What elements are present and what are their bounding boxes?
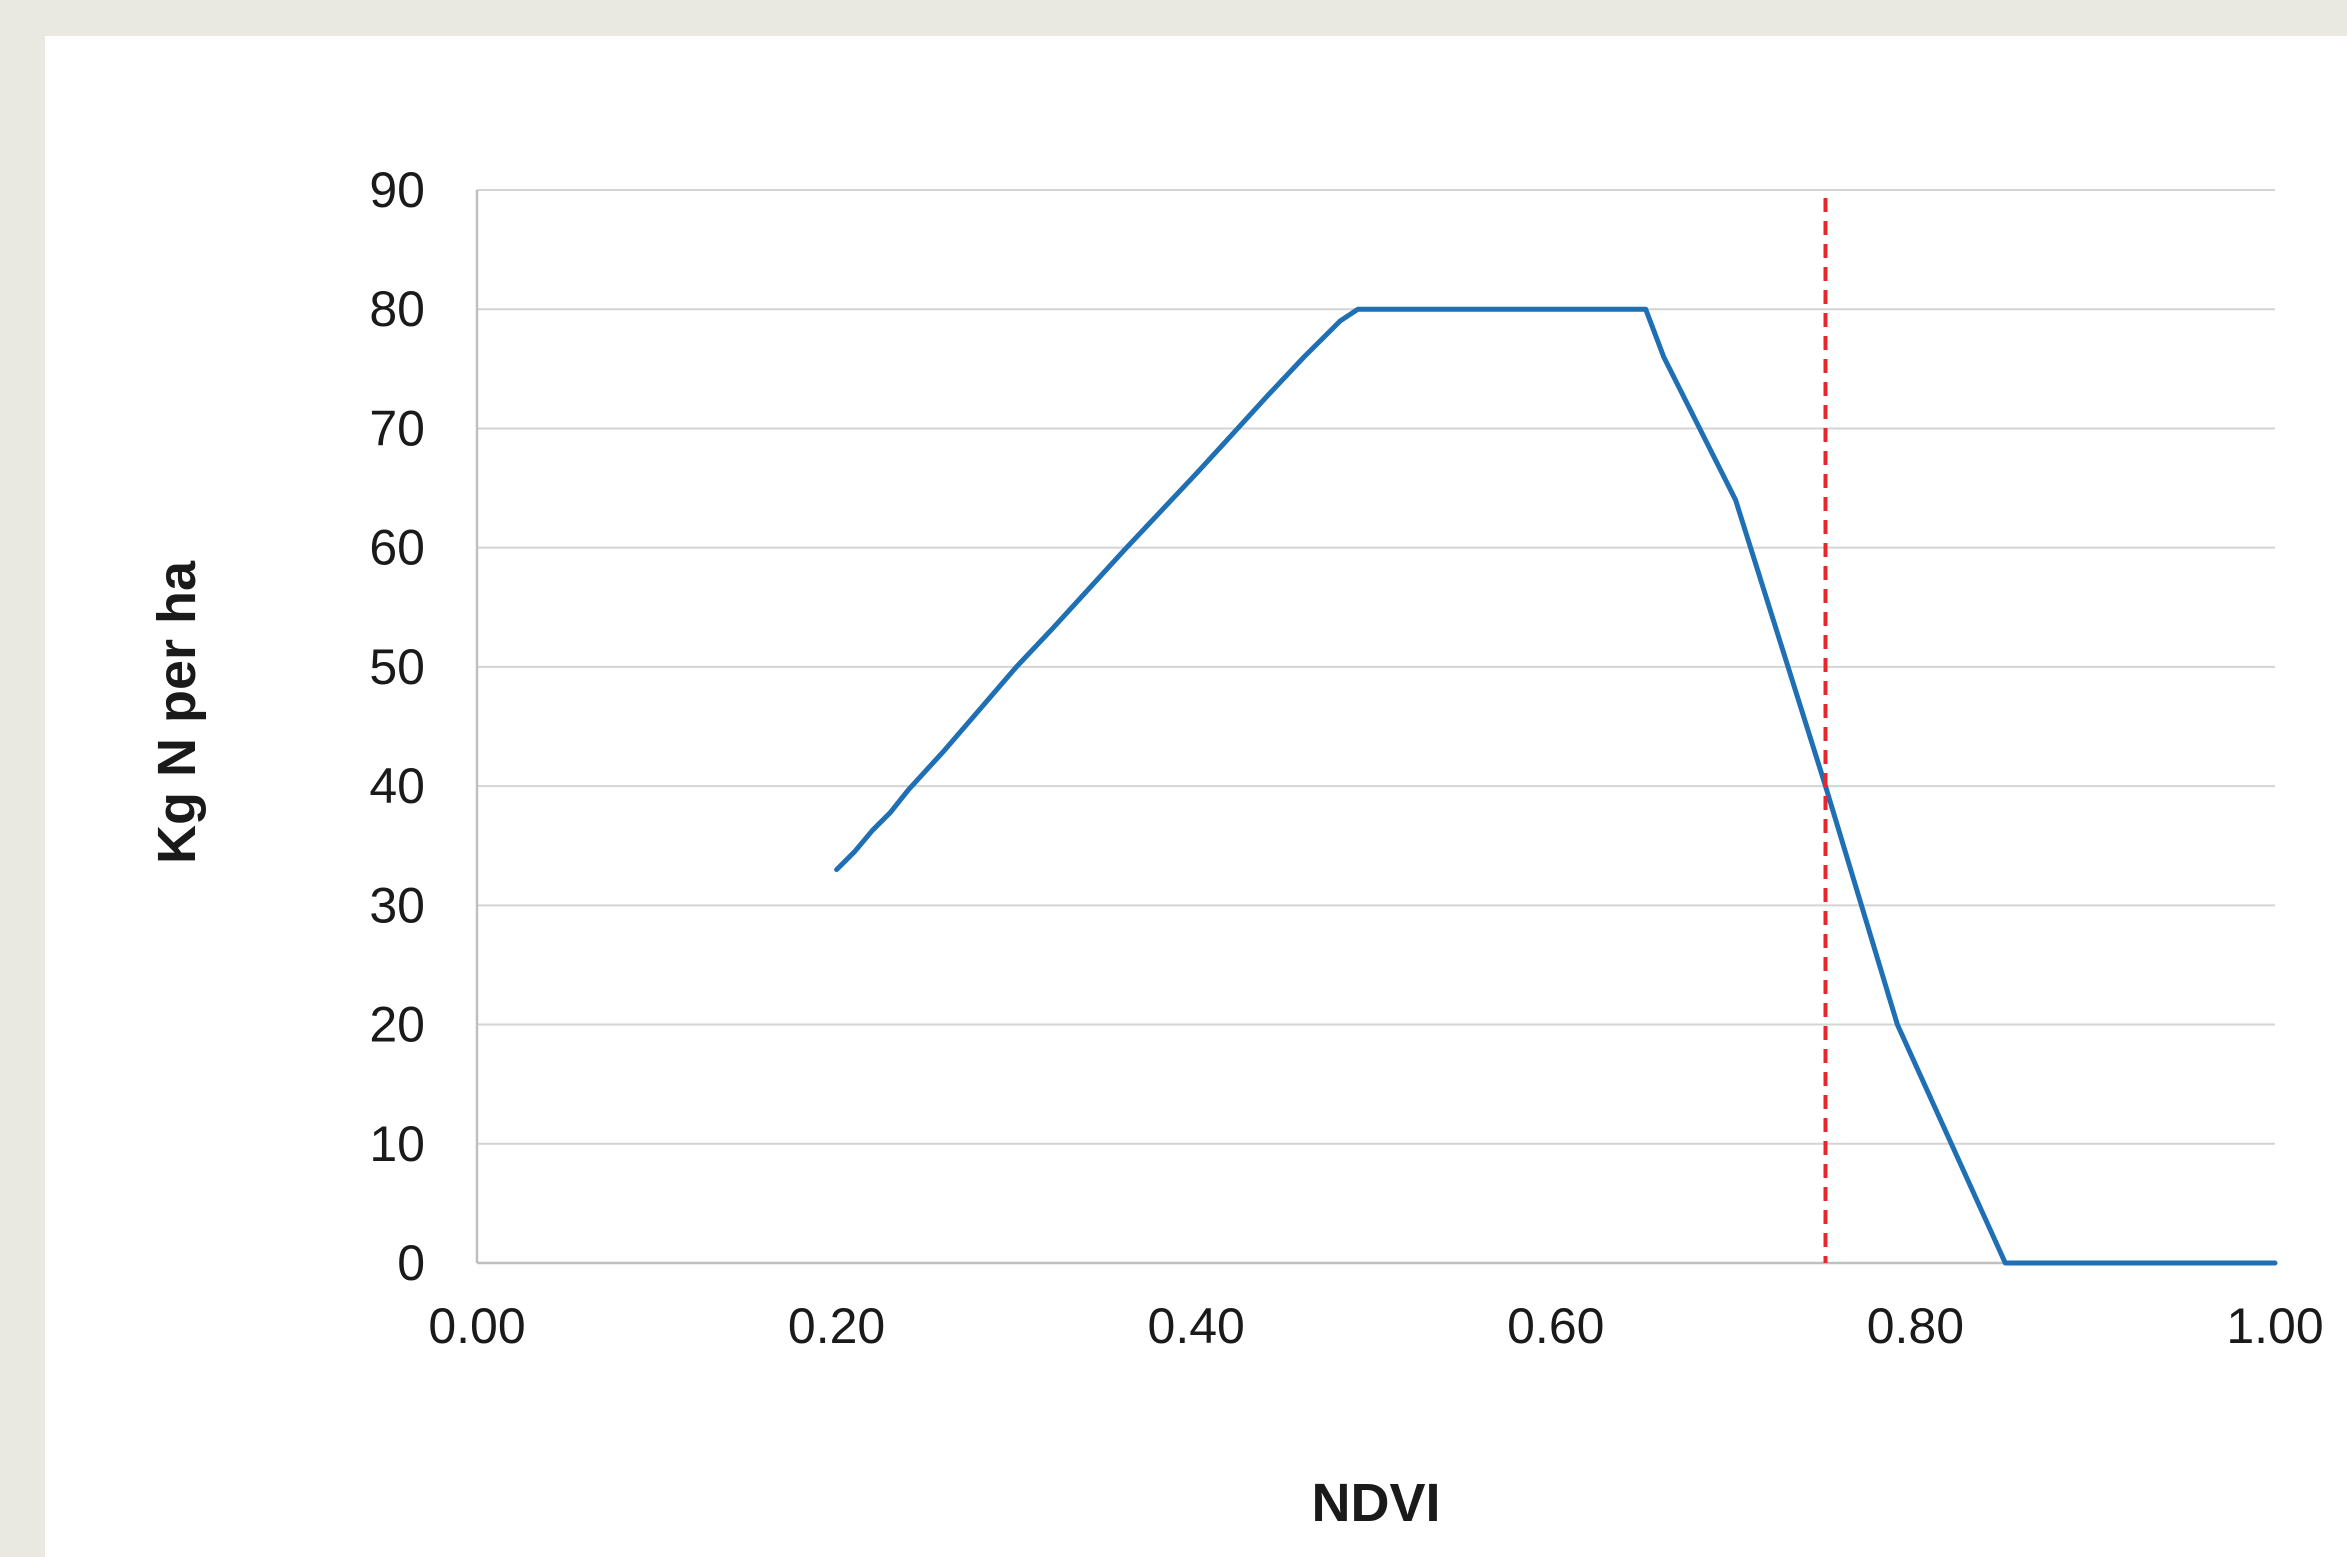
y-tick-label-50: 50 <box>369 639 425 695</box>
y-tick-label-10: 10 <box>369 1116 425 1172</box>
y-axis-title: Kg N per ha <box>147 560 207 864</box>
x-tick-label-1.00: 1.00 <box>2226 1298 2323 1354</box>
y-tick-label-40: 40 <box>369 758 425 814</box>
y-tick-label-90: 90 <box>369 162 425 218</box>
y-tick-label-80: 80 <box>369 281 425 337</box>
y-tick-label-0: 0 <box>397 1235 425 1291</box>
series-line-1 <box>834 306 2278 1266</box>
x-tick-label-0.20: 0.20 <box>788 1298 885 1354</box>
x-tick-label-0.60: 0.60 <box>1507 1298 1604 1354</box>
chart-card: 0 10 20 30 40 50 60 70 80 90 0.00 0.20 0.40 0.60 0.80 1… <box>45 36 2347 1557</box>
gridlines <box>477 189 2275 1145</box>
y-tick-label-70: 70 <box>369 400 425 456</box>
y-tick-label-20: 20 <box>369 997 425 1053</box>
y-tick-label-60: 60 <box>369 520 425 576</box>
x-tick-label-0.00: 0.00 <box>428 1298 525 1354</box>
y-tick-label-30: 30 <box>369 877 425 933</box>
tick-labels: 0 10 20 30 40 50 60 70 80 90 0.00 0.20 0.40 0.60 0.80 1… <box>369 162 2323 1354</box>
ndvi-nitrogen-chart: 0 10 20 30 40 50 60 70 80 90 0.00 0.20 0.40 0.60 0.80 1… <box>147 162 2324 1533</box>
axes <box>475 190 2275 1265</box>
x-axis-title: NDVI <box>1311 1473 1440 1533</box>
x-tick-label-0.80: 0.80 <box>1867 1298 1964 1354</box>
series-layer <box>834 306 2278 1266</box>
x-tick-label-0.40: 0.40 <box>1148 1298 1245 1354</box>
